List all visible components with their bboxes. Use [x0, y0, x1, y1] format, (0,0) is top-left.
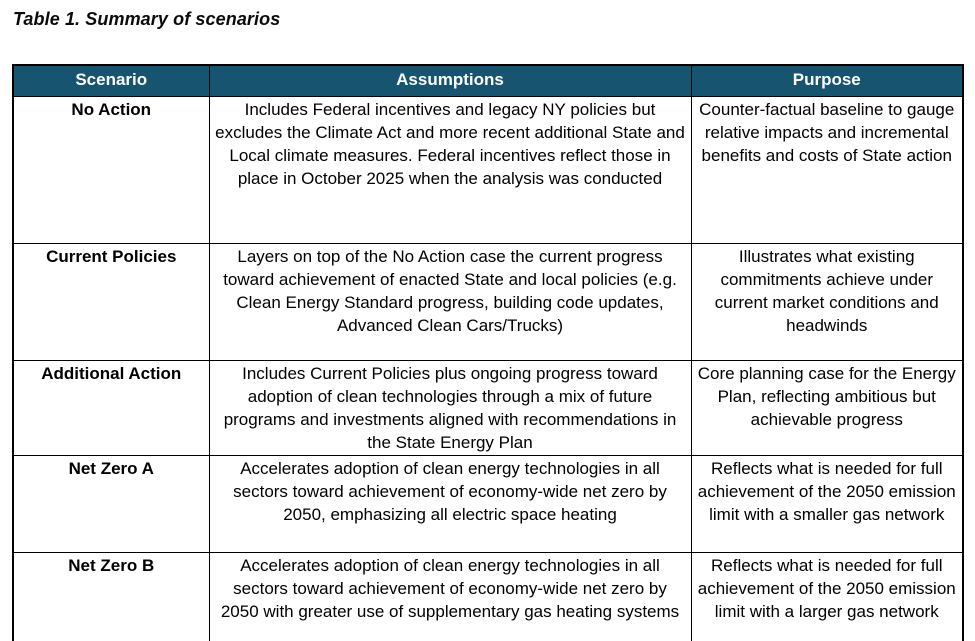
- column-header-scenario: Scenario: [12, 64, 210, 97]
- table-row-net-zero-b: Net Zero B Accelerates adoption of clean…: [12, 552, 964, 641]
- scenario-cell: Net Zero B: [12, 552, 210, 641]
- column-header-purpose: Purpose: [690, 64, 964, 97]
- table-row-additional-action: Additional Action Includes Current Polic…: [12, 360, 964, 456]
- scenario-cell: Current Policies: [12, 243, 210, 361]
- table-caption: Table 1. Summary of scenarios: [13, 9, 281, 29]
- scenario-cell: Additional Action: [12, 360, 210, 456]
- purpose-cell: Reflects what is needed for full achieve…: [690, 455, 964, 553]
- scenario-cell: Net Zero A: [12, 455, 210, 553]
- table-header-row: Scenario Assumptions Purpose: [12, 64, 964, 97]
- document-page: Table 1. Summary of scenarios Scenario A…: [0, 9, 975, 641]
- assumptions-cell: Accelerates adoption of clean energy tec…: [208, 455, 692, 553]
- table-row-no-action: No Action Includes Federal incentives an…: [12, 96, 964, 244]
- assumptions-cell: Includes Federal incentives and legacy N…: [208, 96, 692, 244]
- purpose-cell: Core planning case for the Energy Plan, …: [690, 360, 964, 456]
- table-row-net-zero-a: Net Zero A Accelerates adoption of clean…: [12, 455, 964, 553]
- scenarios-table: Scenario Assumptions Purpose No Action I…: [12, 64, 964, 641]
- purpose-cell: Illustrates what existing commitments ac…: [690, 243, 964, 361]
- scenario-cell: No Action: [12, 96, 210, 244]
- assumptions-cell: Accelerates adoption of clean energy tec…: [208, 552, 692, 641]
- purpose-cell: Counter-factual baseline to gauge relati…: [690, 96, 964, 244]
- assumptions-cell: Includes Current Policies plus ongoing p…: [208, 360, 692, 456]
- assumptions-cell: Layers on top of the No Action case the …: [208, 243, 692, 361]
- table-row-current-policies: Current Policies Layers on top of the No…: [12, 243, 964, 361]
- purpose-cell: Reflects what is needed for full achieve…: [690, 552, 964, 641]
- column-header-assumptions: Assumptions: [208, 64, 692, 97]
